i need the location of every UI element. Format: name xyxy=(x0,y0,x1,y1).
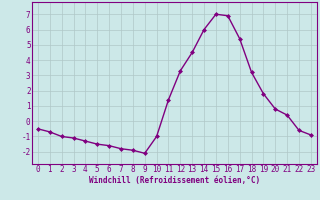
X-axis label: Windchill (Refroidissement éolien,°C): Windchill (Refroidissement éolien,°C) xyxy=(89,176,260,185)
